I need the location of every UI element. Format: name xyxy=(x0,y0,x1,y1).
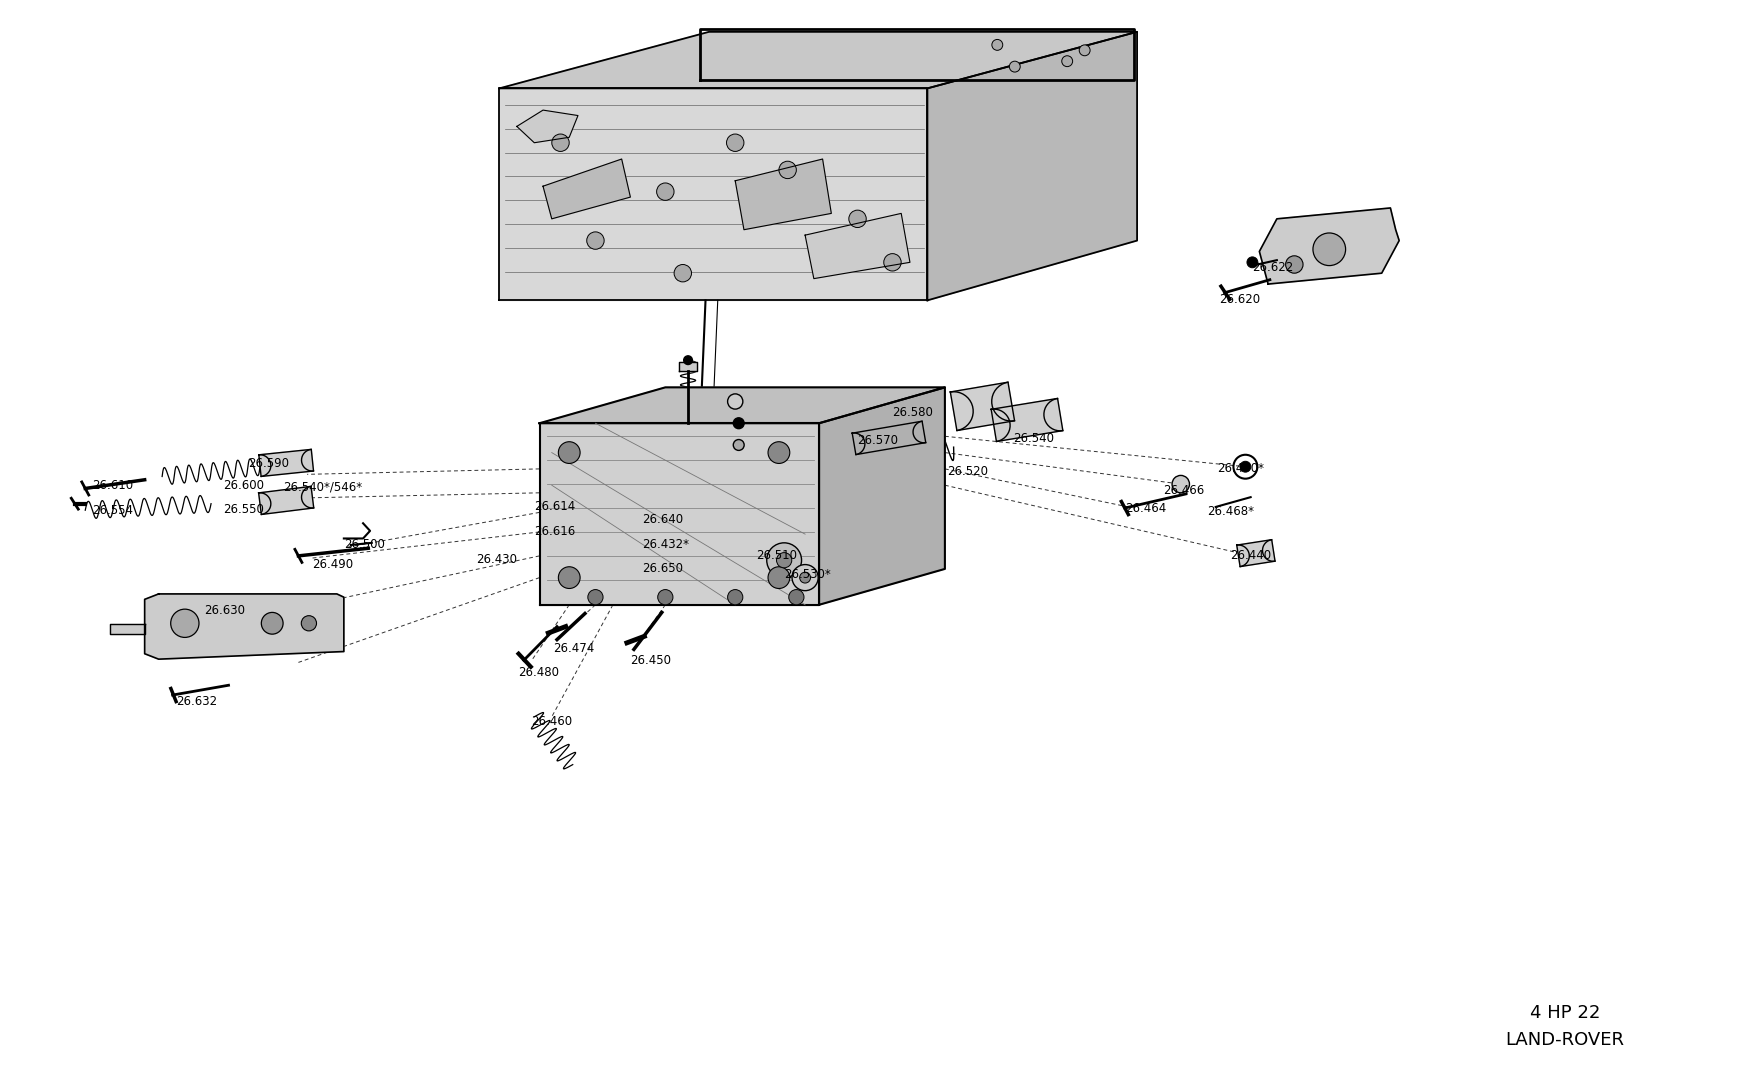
Circle shape xyxy=(551,134,569,152)
Circle shape xyxy=(1248,257,1258,268)
Text: 26.520: 26.520 xyxy=(947,464,987,477)
Polygon shape xyxy=(805,214,910,279)
Text: 26.622: 26.622 xyxy=(1253,262,1293,275)
Circle shape xyxy=(849,210,866,228)
Circle shape xyxy=(728,590,742,605)
Circle shape xyxy=(733,417,744,428)
Polygon shape xyxy=(110,625,145,634)
Polygon shape xyxy=(990,399,1062,441)
Circle shape xyxy=(768,567,789,589)
Circle shape xyxy=(884,254,901,271)
Polygon shape xyxy=(950,383,1015,431)
Text: 26.450: 26.450 xyxy=(630,654,672,667)
Circle shape xyxy=(674,265,691,282)
Circle shape xyxy=(793,565,819,591)
Text: 26.480: 26.480 xyxy=(518,666,560,679)
Text: 26.464: 26.464 xyxy=(1125,501,1166,514)
Text: 26.620: 26.620 xyxy=(1220,293,1260,306)
Circle shape xyxy=(1241,461,1251,472)
Polygon shape xyxy=(819,387,945,605)
Circle shape xyxy=(766,543,802,578)
Text: 26.430: 26.430 xyxy=(476,553,516,566)
Text: 26.550: 26.550 xyxy=(224,502,264,516)
Circle shape xyxy=(1312,233,1346,266)
Circle shape xyxy=(800,572,810,583)
Text: 26.570: 26.570 xyxy=(858,434,898,447)
Text: 26.650: 26.650 xyxy=(642,562,684,576)
Circle shape xyxy=(1080,45,1090,56)
Polygon shape xyxy=(1260,208,1400,284)
Polygon shape xyxy=(542,159,630,219)
Text: 4 HP 22: 4 HP 22 xyxy=(1530,1004,1600,1021)
Polygon shape xyxy=(259,486,313,514)
Text: 26.640: 26.640 xyxy=(642,513,684,526)
Polygon shape xyxy=(499,32,1138,88)
Circle shape xyxy=(768,441,789,463)
Text: 26.632: 26.632 xyxy=(177,695,217,708)
Text: 26.614: 26.614 xyxy=(534,500,576,513)
Circle shape xyxy=(261,613,284,634)
Polygon shape xyxy=(516,110,578,143)
Text: 26.610: 26.610 xyxy=(93,479,133,492)
Polygon shape xyxy=(852,421,926,455)
Polygon shape xyxy=(259,449,313,476)
Text: 26.474: 26.474 xyxy=(553,642,595,655)
Circle shape xyxy=(301,616,317,631)
Text: 26.432*: 26.432* xyxy=(642,538,690,552)
Text: 26.440: 26.440 xyxy=(1230,549,1270,562)
Text: 26.500: 26.500 xyxy=(343,538,385,552)
Text: LAND-ROVER: LAND-ROVER xyxy=(1505,1031,1624,1049)
Circle shape xyxy=(586,232,604,250)
Circle shape xyxy=(1286,256,1304,274)
Polygon shape xyxy=(679,362,696,371)
Text: 26.460: 26.460 xyxy=(530,715,572,728)
Polygon shape xyxy=(499,88,928,301)
Text: 26.580: 26.580 xyxy=(892,405,933,419)
Circle shape xyxy=(992,39,1003,50)
Text: 26.490: 26.490 xyxy=(313,558,354,571)
Text: 26.600: 26.600 xyxy=(224,479,264,492)
Text: 26.630: 26.630 xyxy=(205,604,245,617)
Circle shape xyxy=(1010,61,1020,72)
Polygon shape xyxy=(145,594,343,659)
Polygon shape xyxy=(1237,540,1276,567)
Circle shape xyxy=(1172,475,1190,493)
Circle shape xyxy=(726,134,744,152)
Circle shape xyxy=(558,441,579,463)
Text: 26.466: 26.466 xyxy=(1164,484,1204,497)
Circle shape xyxy=(656,183,674,201)
Circle shape xyxy=(558,567,579,589)
Text: 26.510: 26.510 xyxy=(756,549,798,562)
Text: 26.540*/546*: 26.540*/546* xyxy=(284,481,362,494)
Text: 26.470*: 26.470* xyxy=(1218,462,1265,475)
Polygon shape xyxy=(539,423,819,605)
Circle shape xyxy=(789,590,803,605)
Text: 26.540: 26.540 xyxy=(1013,432,1054,445)
Polygon shape xyxy=(928,32,1138,301)
Circle shape xyxy=(658,590,674,605)
Polygon shape xyxy=(539,387,945,423)
Circle shape xyxy=(588,590,604,605)
Text: 26.468*: 26.468* xyxy=(1208,505,1255,518)
Circle shape xyxy=(172,609,200,638)
Circle shape xyxy=(1062,56,1073,66)
Text: 26.590: 26.590 xyxy=(248,457,289,470)
Text: 26.616: 26.616 xyxy=(534,525,576,538)
Polygon shape xyxy=(735,159,831,230)
Text: 26.530*: 26.530* xyxy=(784,568,831,581)
Circle shape xyxy=(733,439,744,450)
Circle shape xyxy=(684,355,693,364)
Circle shape xyxy=(728,393,742,409)
Text: 26.554: 26.554 xyxy=(93,504,133,517)
Circle shape xyxy=(779,161,796,179)
Circle shape xyxy=(777,553,791,568)
